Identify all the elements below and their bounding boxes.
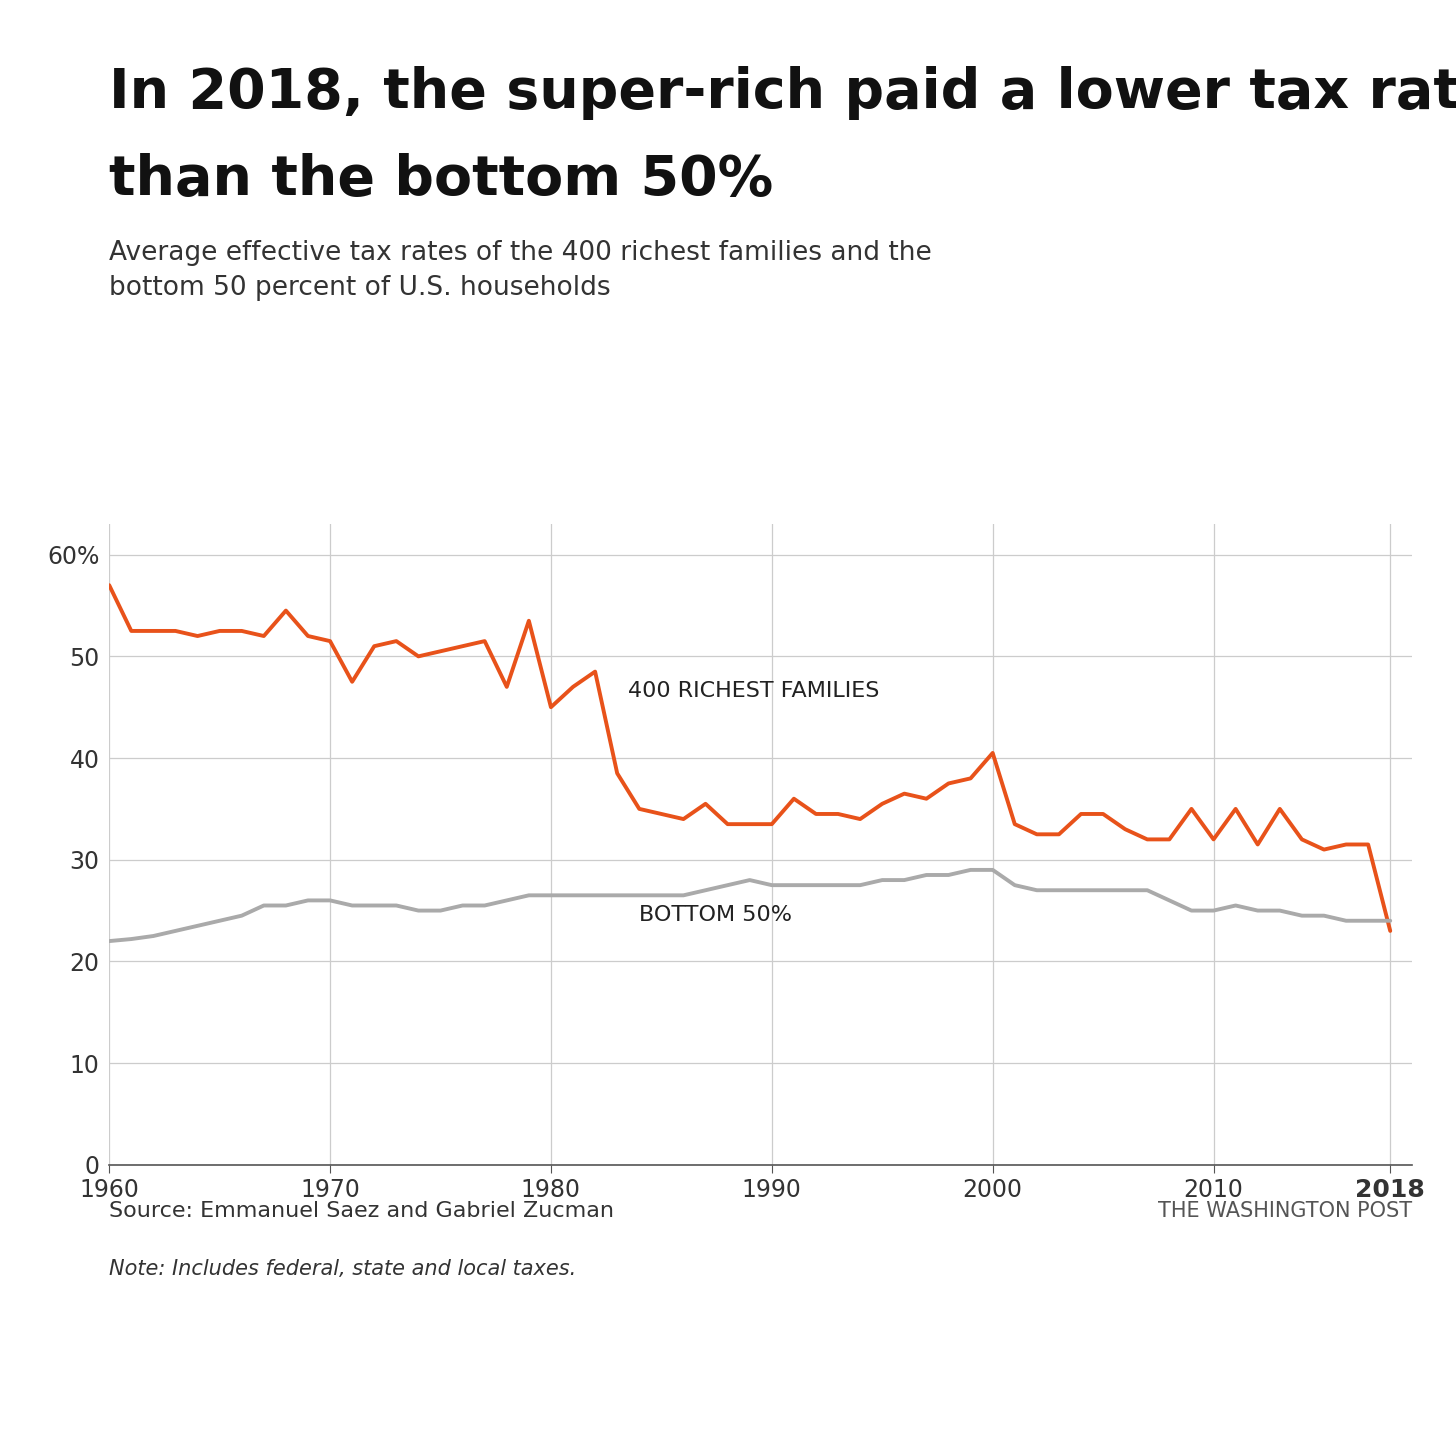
Text: In 2018, the super-rich paid a lower tax rate: In 2018, the super-rich paid a lower tax… — [109, 66, 1456, 119]
Text: Source: Emmanuel Saez and Gabriel Zucman: Source: Emmanuel Saez and Gabriel Zucman — [109, 1201, 614, 1222]
Text: Average effective tax rates of the 400 richest families and the
bottom 50 percen: Average effective tax rates of the 400 r… — [109, 240, 932, 301]
Text: THE WASHINGTON POST: THE WASHINGTON POST — [1158, 1201, 1412, 1222]
Text: Note: Includes federal, state and local taxes.: Note: Includes federal, state and local … — [109, 1259, 577, 1280]
Text: 400 RICHEST FAMILIES: 400 RICHEST FAMILIES — [628, 681, 879, 700]
Text: than the bottom 50%: than the bottom 50% — [109, 153, 773, 207]
Text: BOTTOM 50%: BOTTOM 50% — [639, 904, 792, 925]
